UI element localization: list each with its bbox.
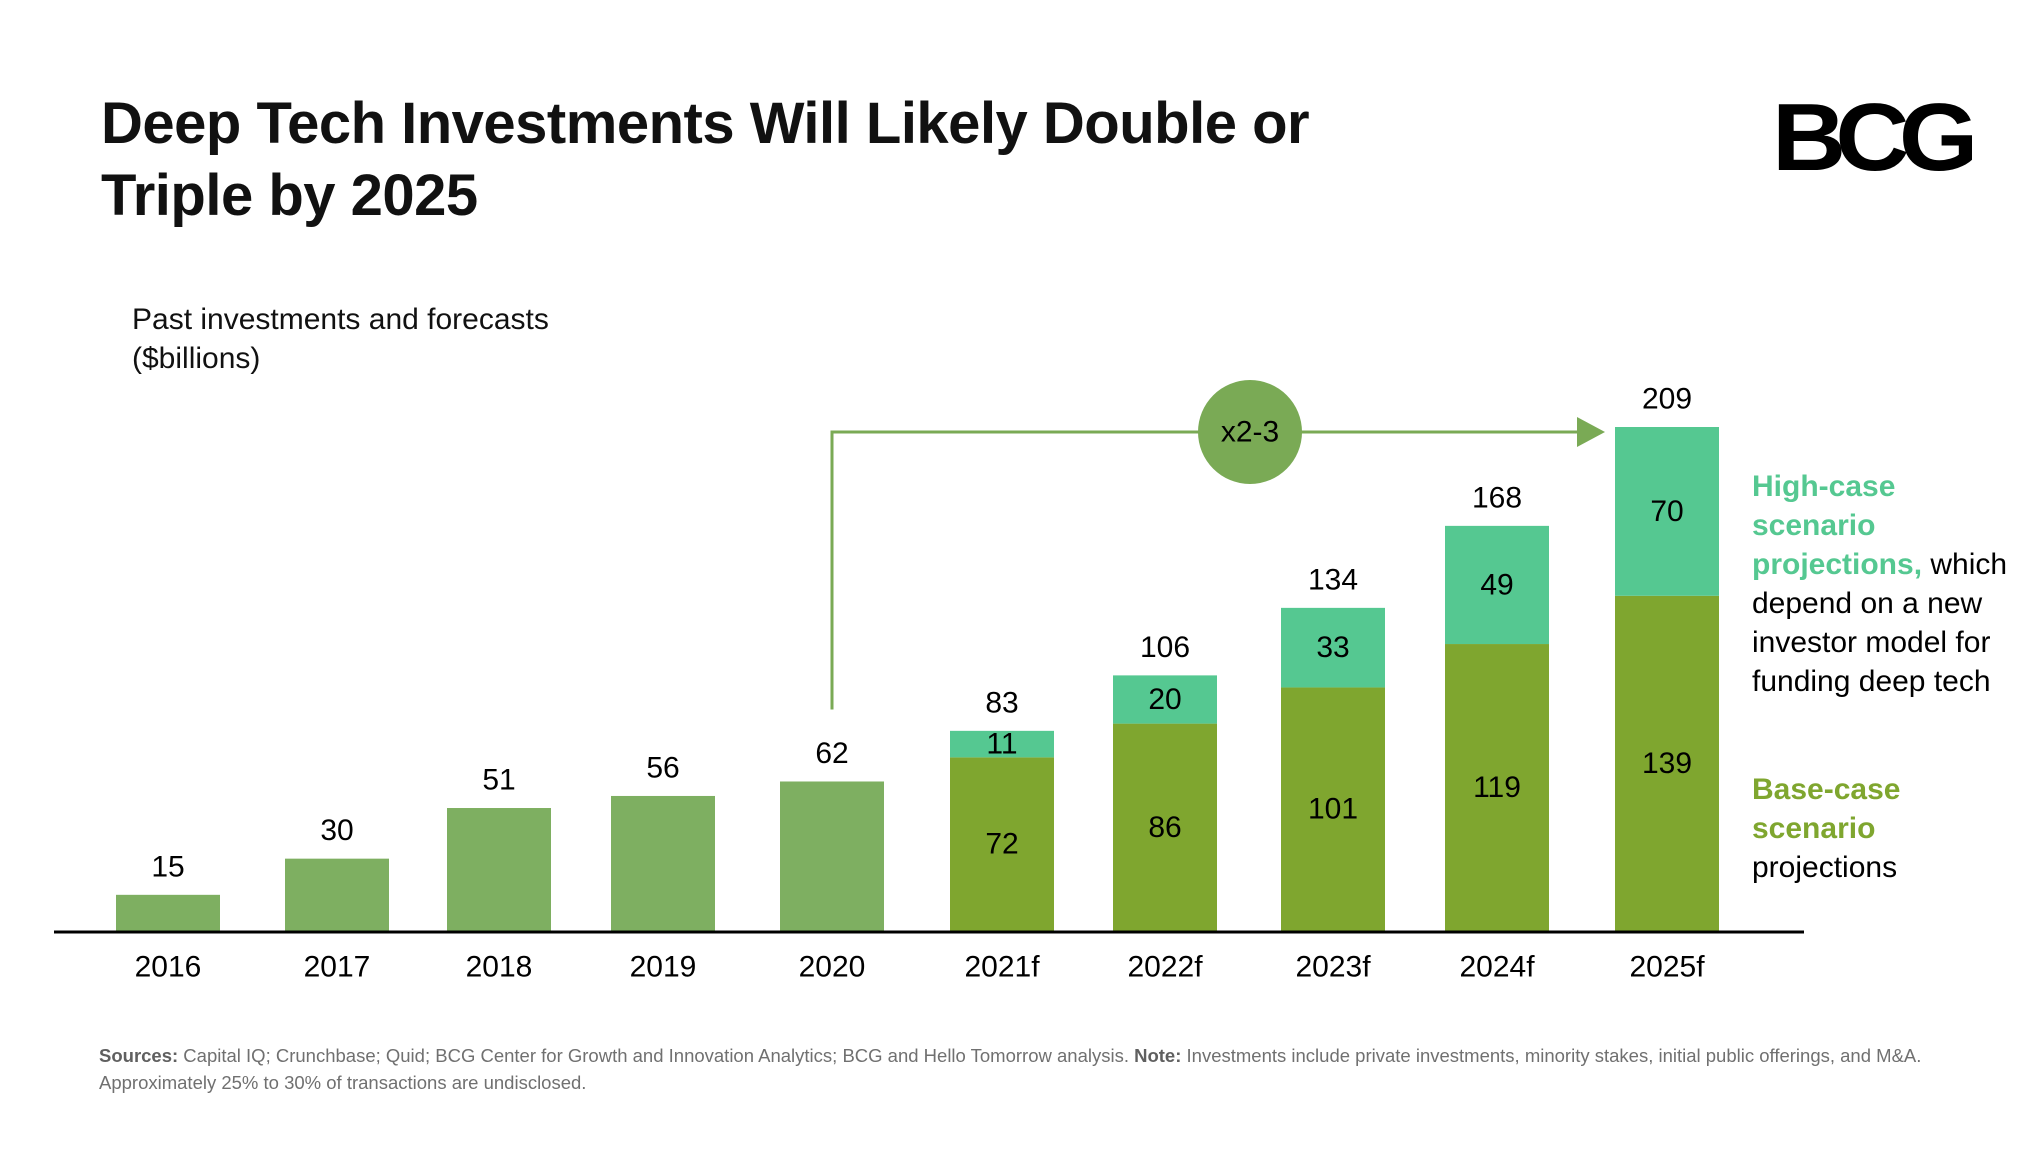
bar-past-2020 <box>780 781 884 931</box>
x-tick-label-2021f: 2021f <box>964 951 1040 984</box>
base-value-label-2022f: 86 <box>1148 811 1181 844</box>
legend-base-case-text: projections <box>1752 851 1898 884</box>
legend-high-case: High-case scenario projections, which de… <box>1752 467 2012 701</box>
legend-base-case: Base-case scenario projections <box>1752 770 2012 887</box>
bar-high-2024f <box>1445 525 1549 645</box>
total-value-label-2019: 56 <box>646 751 679 784</box>
base-value-label-2021f: 72 <box>985 828 1018 861</box>
total-value-label-2023f: 134 <box>1308 563 1358 596</box>
x-tick-label-2018: 2018 <box>466 951 533 984</box>
total-value-label-2024f: 168 <box>1472 481 1522 514</box>
bar-high-2022f <box>1113 675 1217 724</box>
base-value-label-2025f: 139 <box>1642 747 1692 780</box>
total-value-label-2018: 51 <box>482 764 515 797</box>
legend-high-case-text: which depend on a new investor model for… <box>1752 548 2008 698</box>
growth-multiplier-label: x2-3 <box>1221 416 1279 449</box>
bar-base-2022f <box>1113 723 1217 931</box>
x-tick-label-2020: 2020 <box>799 951 866 984</box>
high-value-label-2022f: 20 <box>1148 683 1181 716</box>
sources-text: Capital IQ; Crunchbase; Quid; BCG Center… <box>178 1045 1135 1066</box>
total-value-label-2021f: 83 <box>985 686 1018 719</box>
bar-past-2016 <box>116 894 220 931</box>
bar-base-2023f <box>1281 687 1385 931</box>
page-title: Deep Tech Investments Will Likely Double… <box>101 91 1310 228</box>
total-value-label-2025f: 209 <box>1642 383 1692 416</box>
base-value-label-2023f: 101 <box>1308 793 1358 826</box>
total-value-label-2022f: 106 <box>1140 631 1190 664</box>
bar-high-2021f <box>950 730 1054 758</box>
total-value-label-2017: 30 <box>320 814 353 847</box>
bar-past-2019 <box>611 795 715 931</box>
note-text: Investments include private investments,… <box>99 1045 1922 1093</box>
x-tick-label-2022f: 2022f <box>1127 951 1203 984</box>
footnote: Sources: Capital IQ; Crunchbase; Quid; B… <box>99 1042 1959 1096</box>
x-tick-label-2025f: 2025f <box>1629 951 1705 984</box>
growth-multiplier-badge <box>1198 380 1302 484</box>
bcg-logo-text: BCG <box>1772 96 1972 180</box>
bar-base-2021f <box>950 757 1054 931</box>
note-label: Note: <box>1134 1045 1182 1066</box>
high-value-label-2025f: 70 <box>1650 495 1683 528</box>
x-tick-label-2023f: 2023f <box>1295 951 1371 984</box>
legend-base-case-highlight: Base-case scenario <box>1752 773 1901 845</box>
high-value-label-2023f: 33 <box>1316 631 1349 664</box>
x-tick-label-2016: 2016 <box>135 951 202 984</box>
bar-high-2023f <box>1281 607 1385 688</box>
bar-past-2017 <box>285 858 389 931</box>
x-tick-label-2024f: 2024f <box>1459 951 1535 984</box>
bcg-logo: BCG <box>1772 96 1972 180</box>
bar-base-2025f <box>1615 595 1719 931</box>
bar-high-2025f <box>1615 427 1719 596</box>
total-value-label-2020: 62 <box>815 737 848 770</box>
bar-base-2024f <box>1445 644 1549 931</box>
chart-subtitle: Past investments and forecasts ($billion… <box>132 303 549 375</box>
x-tick-label-2019: 2019 <box>630 951 697 984</box>
base-value-label-2024f: 119 <box>1473 771 1521 804</box>
total-value-label-2016: 15 <box>151 850 184 883</box>
high-value-label-2021f: 11 <box>986 728 1017 761</box>
x-tick-label-2017: 2017 <box>304 951 371 984</box>
growth-arrow-head <box>1577 417 1605 447</box>
bar-past-2018 <box>447 808 551 931</box>
growth-arrow-line <box>830 430 1579 710</box>
legend-high-case-highlight: High-case scenario projections, <box>1752 470 1923 581</box>
sources-label: Sources: <box>99 1045 179 1066</box>
high-value-label-2024f: 49 <box>1480 568 1513 601</box>
